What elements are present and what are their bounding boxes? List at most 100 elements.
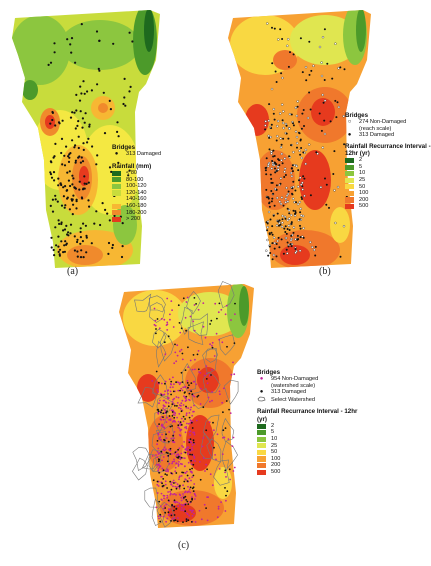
bridge-point (198, 509, 201, 512)
bridge-point (171, 403, 174, 405)
bridge-point (155, 332, 157, 335)
bridge-point (187, 366, 189, 369)
bridge-point (331, 77, 334, 80)
bridge-point (233, 373, 236, 376)
bridge-point (186, 480, 189, 482)
bridge-point (160, 498, 163, 501)
bridge-point (193, 443, 196, 445)
bridge-point (299, 227, 302, 230)
bridge-point (166, 460, 169, 463)
bridge-point (234, 302, 236, 305)
bridge-point (181, 445, 183, 447)
bridge-point (76, 124, 79, 127)
damaged-bridges-a (47, 23, 134, 259)
bridge-point (271, 160, 274, 162)
bridge-point (180, 499, 183, 502)
bridge-point (187, 461, 190, 464)
bridge-point (221, 401, 224, 404)
bridge-point (63, 206, 66, 209)
bridge-point (159, 520, 162, 523)
bridge-point (215, 458, 217, 461)
bridge-point (175, 455, 177, 458)
bridge-point (175, 450, 178, 453)
bridge-point (166, 474, 168, 476)
bridge-point (325, 183, 328, 186)
bridge-point (49, 204, 52, 207)
bridge-point (72, 177, 75, 180)
bridge-point (172, 493, 174, 496)
bridge-point (164, 405, 166, 408)
bridge-point (71, 111, 74, 114)
bridge-point (199, 372, 202, 374)
bridge-point (266, 196, 269, 199)
bridge-point (187, 346, 189, 349)
bridge-point (85, 251, 88, 254)
bridge-point (320, 74, 324, 78)
bridge-point (191, 496, 193, 499)
bridge-point (109, 108, 112, 111)
bridge-point (300, 127, 303, 130)
bridge-point (173, 383, 175, 386)
bridge-point (170, 380, 173, 383)
bridge-point (302, 151, 305, 154)
legend-class-row: < 80 (112, 170, 202, 177)
bridge-point (166, 496, 169, 499)
bridge-point (69, 232, 72, 235)
bridge-point (88, 125, 91, 128)
bridge-point (303, 177, 306, 180)
bridge-point (286, 44, 289, 47)
legend-class-row: 140-160 (112, 196, 202, 203)
bridge-point (273, 27, 276, 30)
bridge-point (308, 73, 311, 76)
bridge-point (103, 132, 107, 135)
bridge-point (172, 439, 174, 442)
bridge-point (173, 431, 176, 433)
watershed-outline (132, 446, 152, 471)
bridge-point (165, 421, 168, 423)
bridge-point (79, 110, 82, 113)
bridge-point (197, 368, 200, 371)
bridge-point (281, 121, 285, 125)
bridge-point (74, 127, 77, 130)
bridge-point (307, 143, 311, 146)
bridge-point (224, 427, 227, 429)
bridge-point (171, 518, 174, 521)
bridge-point (288, 112, 292, 116)
bridge-point (184, 510, 187, 513)
watershed-outline (156, 501, 175, 528)
bridge-point (275, 188, 278, 191)
bridge-point (180, 496, 183, 499)
bridge-point (311, 245, 314, 249)
bridge-point (218, 390, 221, 393)
bridge-point (268, 205, 271, 208)
bridge-point (290, 245, 293, 248)
bridge-point (51, 118, 54, 122)
bridge-point (282, 126, 285, 130)
bridge-point (160, 450, 163, 453)
bridge-point (173, 441, 176, 444)
bridges-title: Bridges (345, 112, 369, 119)
bridge-point (190, 500, 192, 503)
bridge-point (186, 422, 188, 425)
bridge-point (290, 113, 293, 116)
bridge-point (194, 495, 197, 497)
bridge-point (158, 327, 161, 330)
bridge-point (206, 496, 208, 498)
bridge-point (70, 51, 73, 54)
bridge-point (173, 460, 176, 463)
bridge-point (193, 410, 195, 413)
bridge-point (165, 324, 168, 326)
legend-class-row: 80-100 (112, 177, 202, 184)
bridge-point (167, 470, 169, 473)
bridge-point (173, 514, 176, 516)
bridge-point (66, 197, 69, 200)
bridge-point (280, 103, 284, 106)
bridge-point (85, 236, 88, 239)
bridge-point (62, 229, 65, 232)
bridge-point (161, 459, 163, 462)
bridge-point (191, 368, 194, 371)
bridge-point (189, 438, 192, 440)
bridge-point (173, 414, 176, 416)
bridge-point (156, 318, 159, 320)
color-swatch (112, 190, 121, 196)
